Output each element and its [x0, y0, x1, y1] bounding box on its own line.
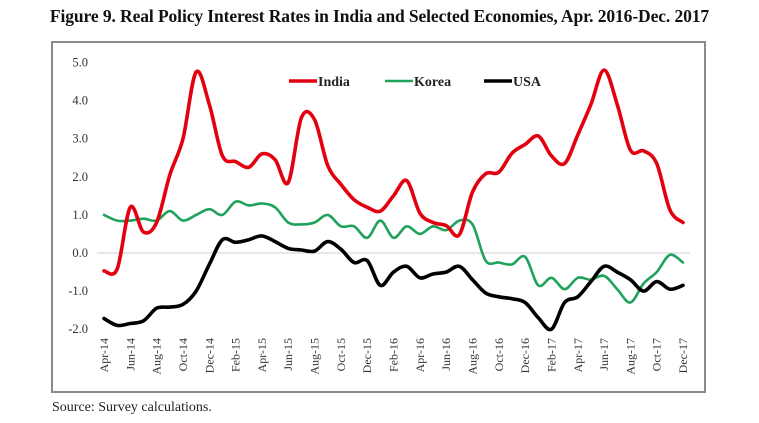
source-note: Source: Survey calculations. [52, 400, 212, 415]
x-tick-label: Oct-15 [334, 338, 348, 371]
x-tick-label: Aug-16 [465, 338, 479, 375]
x-tick-label: Dec-15 [360, 338, 374, 373]
x-tick-label: Jun-17 [597, 338, 611, 371]
x-tick-label: Feb-15 [229, 338, 243, 372]
y-tick-label: 4.0 [72, 94, 88, 108]
x-tick-label: Oct-17 [650, 338, 664, 371]
x-tick-label: Jun-15 [281, 338, 295, 371]
y-tick-label: -2.0 [68, 322, 88, 336]
x-tick-label: Oct-14 [176, 338, 190, 371]
x-tick-label: Dec-14 [202, 338, 216, 373]
x-tick-label: Aug-14 [150, 338, 164, 375]
y-axis-ticks: 5.0 4.0 3.0 2.0 1.0 0.0 -1.0 -2.0 [68, 56, 88, 337]
x-tick-label: Feb-17 [544, 338, 558, 372]
legend-label-korea: Korea [414, 75, 451, 90]
x-tick-label: Apr-15 [255, 338, 269, 372]
x-tick-label: Dec-16 [518, 338, 532, 373]
series-line-usa [102, 234, 685, 332]
legend-label-india: India [318, 75, 350, 90]
y-tick-label: 0.0 [72, 246, 88, 260]
x-tick-label: Jun-14 [123, 338, 137, 371]
legend: India Korea USA [289, 75, 542, 90]
x-tick-label: Oct-16 [492, 338, 506, 371]
legend-label-usa: USA [513, 75, 542, 90]
series-line-korea [102, 199, 685, 304]
x-axis-ticks: Apr-14 Jun-14 Aug-14 Oct-14 Dec-14 Feb-15 Apr-… [97, 338, 690, 375]
y-tick-label: -1.0 [68, 284, 88, 298]
x-tick-label: Apr-14 [97, 338, 111, 372]
x-tick-label: Apr-17 [571, 338, 585, 372]
x-tick-label: Aug-15 [308, 338, 322, 375]
chart-frame [51, 41, 706, 393]
x-tick-label: Dec-17 [676, 338, 690, 373]
series-lines [102, 68, 685, 332]
x-tick-label: Jun-16 [439, 338, 453, 371]
x-tick-label: Apr-16 [413, 338, 427, 372]
y-tick-label: 3.0 [72, 132, 88, 146]
x-tick-label: Aug-17 [623, 338, 637, 375]
y-tick-label: 5.0 [72, 56, 88, 70]
y-tick-label: 1.0 [72, 208, 88, 222]
chart-title: Figure 9. Real Policy Interest Rates in … [49, 6, 710, 26]
y-tick-label: 2.0 [72, 170, 88, 184]
series-line-india [102, 68, 685, 276]
x-tick-label: Feb-16 [387, 338, 401, 372]
